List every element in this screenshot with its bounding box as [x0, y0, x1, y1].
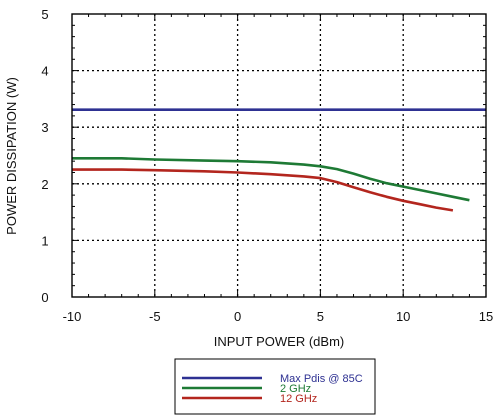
y-tick-label: 1: [41, 233, 48, 248]
x-tick-label: 15: [479, 309, 493, 324]
y-tick-label: 0: [41, 290, 48, 305]
y-tick-label: 3: [41, 120, 48, 135]
legend-label-12-ghz: 12 GHz: [280, 393, 317, 405]
x-tick-label: 5: [317, 309, 324, 324]
plot-frame: [71, 13, 487, 298]
series-layer: [72, 108, 486, 212]
legend-box: [174, 358, 376, 415]
y-tick-label: 5: [41, 7, 48, 22]
tick-layer: [71, 13, 487, 298]
y-axis-label: POWER DISSIPATION (W): [4, 77, 19, 235]
series-line-2-ghz: [72, 157, 470, 202]
grid-layer: [72, 14, 486, 297]
legend-label-max-pdis-85c: Max Pdis @ 85C: [280, 373, 363, 385]
x-tick-label: -10: [63, 309, 82, 324]
x-tick-label: 0: [234, 309, 241, 324]
x-tick-label: 10: [396, 309, 410, 324]
legend-label-2-ghz: 2 GHz: [280, 383, 311, 395]
y-tick-label: 4: [41, 64, 48, 79]
tick-label-layer: -10 -5 0 5 10 15 0 1 2 3 4 5: [41, 7, 493, 324]
series-line-12-ghz: [72, 168, 454, 212]
x-axis-label: INPUT POWER (dBm): [214, 334, 345, 349]
x-tick-label: -5: [149, 309, 161, 324]
y-tick-label: 2: [41, 177, 48, 192]
